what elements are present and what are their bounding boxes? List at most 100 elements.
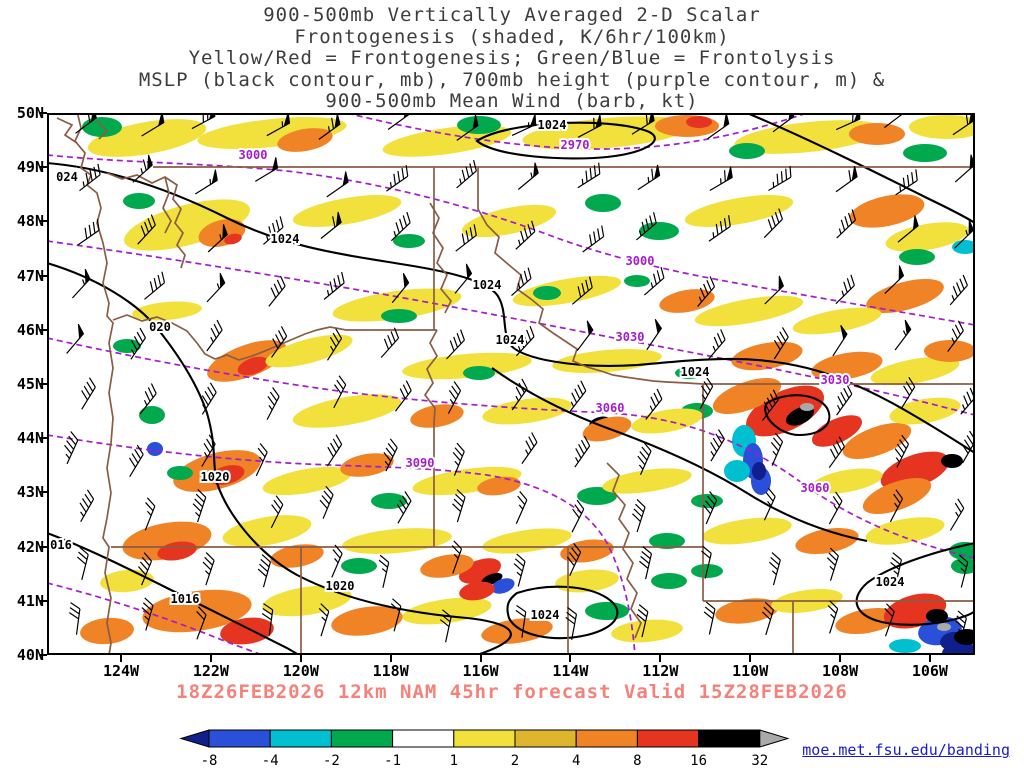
lon-label: 116W <box>462 662 499 680</box>
colorbar-segment <box>514 729 577 748</box>
colorbar-segment <box>575 729 638 748</box>
contour-label: 1024 <box>681 365 710 379</box>
contour-label: 1020 <box>326 579 355 593</box>
colorbar-tick-label: 2 <box>511 753 519 768</box>
contour-label: 3060 <box>801 481 830 495</box>
lat-tick <box>40 328 47 331</box>
lon-label: 110W <box>732 662 769 680</box>
lon-tick <box>389 655 392 662</box>
lat-label: 47N <box>16 266 44 285</box>
colorbar-tick-label: -8 <box>201 753 218 768</box>
contour-label: 3000 <box>626 254 655 268</box>
lat-tick <box>40 220 47 223</box>
lon-label: 112W <box>642 662 679 680</box>
colorbar-segment <box>392 729 455 748</box>
contour-label: 1024 <box>271 232 300 246</box>
lat-tick <box>40 274 47 277</box>
colorbar-below-arrow <box>179 729 210 748</box>
lat-label: 49N <box>16 158 44 177</box>
colorbar-tick-label: 8 <box>633 753 641 768</box>
colorbar-above-arrow <box>759 729 790 748</box>
lat-tick <box>40 166 47 169</box>
colorbar-tick-label: 32 <box>751 753 768 768</box>
contour-label: 020 <box>149 320 171 334</box>
lat-tick <box>40 383 47 385</box>
lon-tick <box>209 655 212 662</box>
colorbar-tick-label: 16 <box>690 753 707 768</box>
weather-map-plot: 1024 024 1024 1024 1024 1024 020 1020 016 1016 102… <box>47 113 975 655</box>
title-line: Frontogenesis (shaded, K/6hr/100km) <box>294 25 730 48</box>
lat-tick <box>40 654 47 656</box>
contour-label: 1024 <box>876 575 905 589</box>
contour-label-layer: 1024 024 1024 1024 1024 1024 020 1020 016 1016 102… <box>48 116 906 624</box>
lat-label: 46N <box>16 320 44 339</box>
lat-label: 44N <box>16 429 44 448</box>
title-line: MSLP (black contour, mb), 700mb height (… <box>138 68 886 91</box>
lon-tick <box>120 655 122 662</box>
colorbar-tick-label: -1 <box>384 753 401 768</box>
lon-tick <box>659 655 662 662</box>
lon-label: 106W <box>911 662 948 680</box>
lon-label: 120W <box>282 662 319 680</box>
mslp-contours <box>47 113 975 655</box>
lat-label: 43N <box>16 483 44 502</box>
lon-label: 118W <box>372 662 409 680</box>
lon-label: 124W <box>102 662 140 680</box>
contour-label: 3030 <box>616 330 645 344</box>
height-contours <box>47 113 975 655</box>
lat-label: 45N <box>16 375 44 393</box>
contour-label: 1016 <box>171 592 200 606</box>
title-block: 900-500mb Vertically Averaged 2-D Scalar… <box>0 4 1024 113</box>
lon-tick <box>569 655 572 662</box>
lat-tick <box>40 599 47 602</box>
state-borders <box>56 113 975 655</box>
lat-tick <box>40 491 47 494</box>
lat-tick <box>40 437 47 440</box>
contour-label: 1024 <box>496 333 525 347</box>
colorbar-segment <box>698 729 761 748</box>
lat-label: 48N <box>16 212 44 231</box>
lon-tick <box>479 655 482 662</box>
colorbar-segment <box>330 729 394 748</box>
plot-area: 1024 024 1024 1024 1024 1024 020 1020 016 1016 102… <box>47 113 975 655</box>
contour-label: 3060 <box>596 401 625 415</box>
lon-label: 114W <box>552 662 589 680</box>
lat-tick <box>40 112 47 114</box>
lon-tick <box>749 655 752 662</box>
colorbar-tick-label: -4 <box>262 753 279 768</box>
credit-link[interactable]: moe.met.fsu.edu/banding <box>802 741 1010 759</box>
lon-label: 108W <box>822 662 859 680</box>
forecast-caption: 18Z26FEB2026 12km NAM 45hr forecast Vali… <box>176 681 848 703</box>
colorbar-tick-label: -2 <box>323 753 340 768</box>
lat-label: 41N <box>16 591 44 610</box>
lat-label: 50N <box>16 104 44 122</box>
colorbar: -8 -4 -2 -1 1 2 4 8 16 32 <box>179 729 790 768</box>
colorbar-segment <box>208 729 271 748</box>
title-line: Yellow/Red = Frontogenesis; Green/Blue =… <box>188 47 836 69</box>
colorbar-tick-label: 4 <box>572 753 580 768</box>
colorbar-segment <box>269 729 332 748</box>
lat-tick <box>40 545 47 548</box>
contour-label: 1020 <box>201 470 230 484</box>
contour-label: 024 <box>56 170 78 184</box>
lon-tick <box>299 655 302 662</box>
colorbar-segment <box>636 729 700 748</box>
contour-label: 016 <box>50 538 72 552</box>
lat-label: 42N <box>16 537 44 556</box>
lon-label: 122W <box>192 662 229 680</box>
lon-tick <box>928 655 931 662</box>
lon-tick <box>839 655 842 662</box>
contour-label: 1024 <box>473 278 502 292</box>
contour-label: 2970 <box>561 138 590 152</box>
colorbar-segment <box>453 729 516 748</box>
title-line: 900-500mb Mean Wind (barb, kt) <box>325 90 699 112</box>
lat-label: 40N <box>16 646 44 664</box>
title-line: 900-500mb Vertically Averaged 2-D Scalar <box>263 4 761 26</box>
contour-label: 3090 <box>406 456 435 470</box>
contour-label: 1024 <box>538 118 567 132</box>
colorbar-tick-label: 1 <box>450 753 458 768</box>
contour-label: 3030 <box>821 373 850 387</box>
contour-label: 3000 <box>239 148 268 162</box>
contour-label: 1024 <box>531 608 560 622</box>
